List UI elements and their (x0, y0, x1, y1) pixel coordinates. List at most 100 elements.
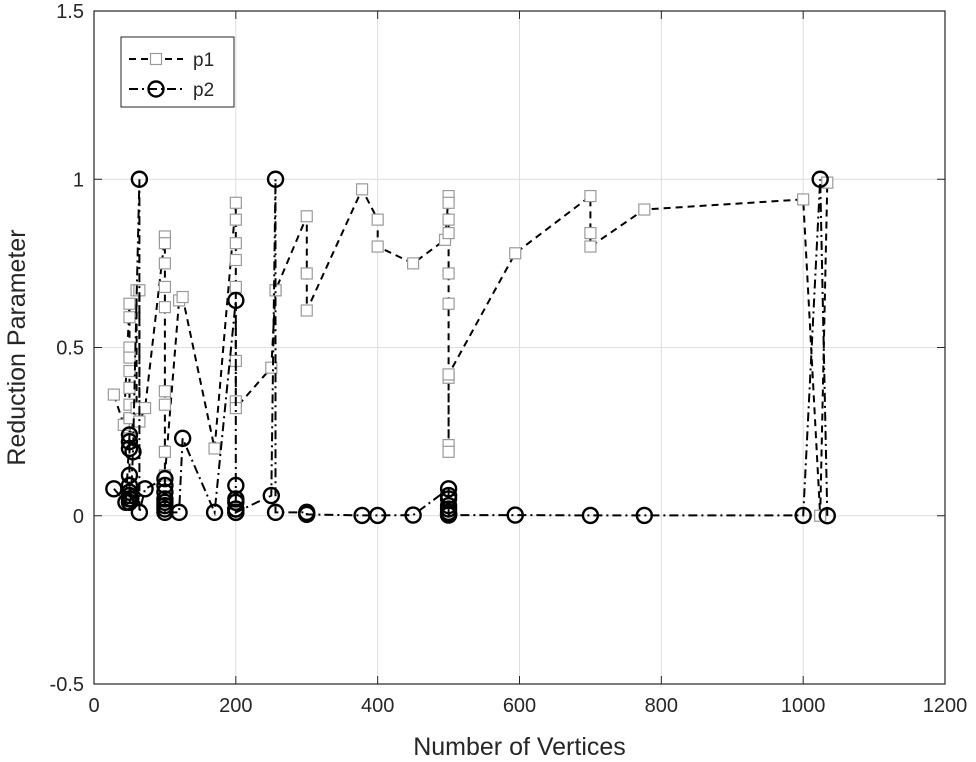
data-point-p1 (300, 267, 313, 280)
x-axis-title: Number of Vertices (413, 733, 626, 761)
legend-marker (149, 52, 163, 66)
data-point-p2 (439, 506, 458, 524)
data-point-p1 (107, 388, 120, 401)
data-point-p1 (509, 247, 522, 260)
x-tick-label: 800 (645, 695, 678, 717)
data-point-p2 (130, 170, 149, 188)
data-point-p1 (584, 226, 597, 240)
ticks (93, 10, 946, 685)
series-line-p2 (113, 179, 829, 517)
data-point-p1 (158, 385, 172, 398)
data-point-p1 (229, 237, 242, 250)
data-point-p1 (176, 290, 189, 304)
data-point-p1 (123, 297, 136, 310)
data-point-p2 (262, 486, 280, 505)
data-point-p1 (229, 213, 242, 226)
data-point-p2 (635, 506, 654, 525)
data-point-p1 (158, 257, 172, 270)
data-point-p2 (205, 503, 224, 522)
data-point-p2 (227, 476, 245, 495)
data-point-p2 (227, 291, 245, 310)
data-point-p2 (130, 503, 149, 522)
data-point-p2 (794, 506, 812, 525)
data-point-p2 (439, 480, 458, 498)
tick-labels: 0 200 400 600 800 1000 1200-0.500.511.5 (50, 1, 968, 717)
data-point-p1 (229, 196, 242, 209)
data-point-p1 (123, 351, 136, 364)
x-tick-label: 400 (361, 695, 394, 717)
data-point-p2 (266, 170, 285, 188)
data-point-p1 (123, 381, 136, 394)
data-point-p1 (123, 341, 136, 354)
data-point-p2 (120, 466, 139, 485)
data-point-p1 (229, 280, 242, 294)
data-point-p1 (158, 445, 172, 458)
data-point-p2 (173, 429, 192, 448)
data-point-p2 (156, 483, 174, 501)
data-point-p2 (818, 507, 836, 525)
data-point-p1 (584, 240, 597, 253)
data-point-p2 (506, 506, 524, 524)
legend-entry-p2: p2 (129, 80, 214, 101)
data-point-p2 (581, 506, 600, 525)
x-tick-label: 600 (503, 695, 536, 717)
data-point-p2 (227, 493, 245, 511)
legend-label: p2 (193, 80, 214, 101)
data-point-p2 (156, 476, 174, 495)
data-point-p1 (208, 442, 221, 455)
y-tick-label: -0.5 (50, 674, 84, 696)
legend-marker (147, 80, 165, 98)
data-point-p1 (584, 189, 597, 203)
data-point-p1 (407, 257, 420, 270)
data-point-p2 (120, 439, 139, 458)
data-point-p2 (120, 426, 139, 444)
x-tick-label: 200 (219, 695, 252, 717)
data-point-p1 (300, 304, 313, 317)
y-tick-label: 1 (73, 169, 84, 191)
y-tick-label: 0 (73, 506, 84, 528)
data-point-p2 (120, 476, 139, 495)
series-p2 (105, 170, 836, 525)
data-point-p2 (404, 506, 422, 524)
legend-label: p1 (193, 50, 214, 71)
legend-box (120, 36, 235, 108)
data-point-p2 (156, 470, 174, 488)
x-tick-label: 1000 (781, 695, 826, 717)
data-point-p2 (227, 503, 245, 522)
data-point-p2 (136, 480, 154, 498)
data-point-p1 (442, 297, 455, 310)
data-point-p1 (638, 203, 651, 216)
data-point-p2 (811, 170, 829, 188)
data-point-p1 (138, 401, 152, 415)
data-point-p1 (371, 240, 384, 253)
data-point-p1 (442, 213, 455, 226)
data-point-p1 (300, 210, 313, 223)
data-point-p2 (266, 503, 285, 522)
x-tick-label: 0 (88, 695, 99, 717)
data-point-p1 (158, 398, 172, 411)
data-point-p1 (158, 280, 172, 294)
data-point-p1 (158, 301, 172, 314)
data-point-p1 (371, 213, 384, 226)
data-point-p1 (123, 364, 136, 378)
y-tick-label: 0.5 (56, 338, 84, 360)
legend-entry-p1: p1 (129, 50, 214, 71)
data-point-p1 (442, 196, 455, 209)
data-point-p1 (442, 368, 455, 381)
data-point-p1 (442, 226, 455, 240)
data-point-p1 (442, 445, 455, 458)
data-point-p1 (123, 311, 136, 324)
data-point-p2 (298, 505, 316, 524)
y-axis-title: Reduction Parameter (3, 229, 31, 465)
data-point-p2 (368, 506, 387, 525)
data-point-p1 (265, 361, 278, 374)
data-point-p2 (120, 433, 139, 451)
series-layer (105, 170, 836, 525)
data-point-p1 (158, 237, 172, 250)
data-point-p2 (124, 443, 142, 461)
data-point-p1 (355, 183, 369, 196)
data-point-p2 (170, 503, 188, 522)
x-tick-label: 1200 (923, 695, 968, 717)
